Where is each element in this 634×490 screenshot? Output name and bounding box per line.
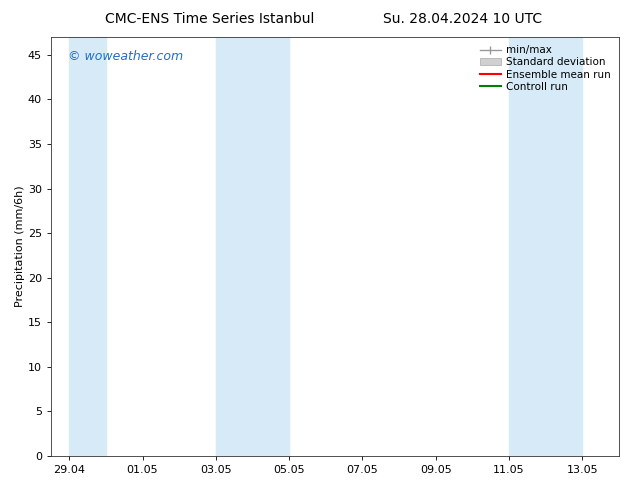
Text: Su. 28.04.2024 10 UTC: Su. 28.04.2024 10 UTC [384, 12, 542, 26]
Bar [216, 37, 289, 456]
Bar [69, 37, 106, 456]
Y-axis label: Precipitation (mm/6h): Precipitation (mm/6h) [15, 186, 25, 307]
Legend: min/max, Standard deviation, Ensemble mean run, Controll run: min/max, Standard deviation, Ensemble me… [477, 42, 614, 95]
Bar [509, 37, 583, 456]
Text: CMC-ENS Time Series Istanbul: CMC-ENS Time Series Istanbul [105, 12, 314, 26]
Text: © woweather.com: © woweather.com [68, 49, 183, 63]
